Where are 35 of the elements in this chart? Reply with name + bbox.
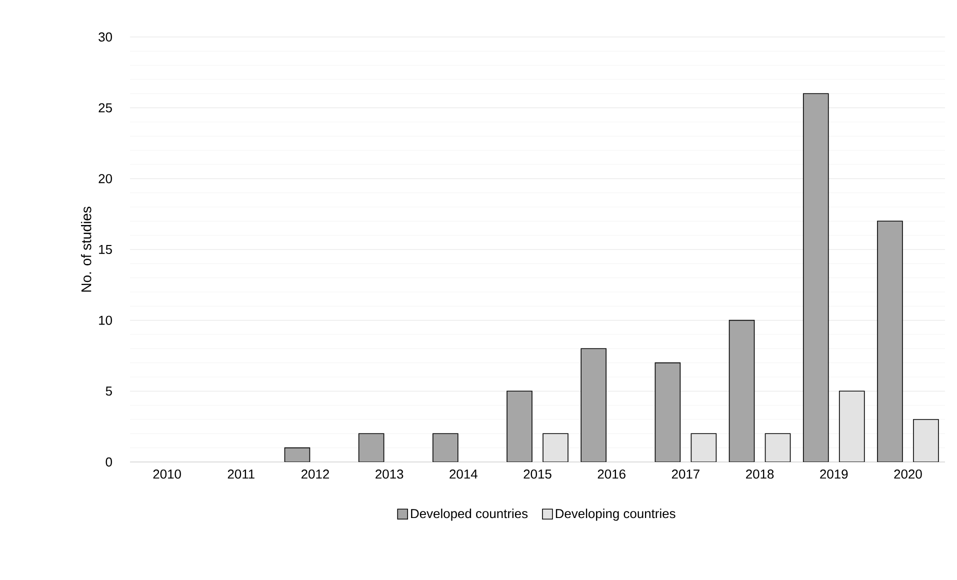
y-tick-label: 25 [98, 103, 112, 112]
bar [838, 390, 865, 462]
bar [284, 447, 310, 462]
y-tick-label: 10 [99, 316, 112, 325]
bar [506, 390, 532, 462]
legend-label: Developed countries [411, 508, 528, 521]
x-tick-label: 2020 [894, 470, 922, 479]
bar [542, 433, 568, 462]
bar [358, 433, 384, 462]
x-tick-label: 2011 [228, 470, 254, 479]
x-tick-label: 2012 [301, 470, 329, 479]
bar [764, 433, 791, 462]
y-tick-label: 15 [99, 244, 112, 254]
bar [432, 433, 458, 462]
x-tick-label: 2010 [153, 470, 181, 479]
y-tick-label: 30 [98, 32, 112, 42]
y-axis-title: No. of studies [81, 206, 92, 292]
x-tick-label: 2019 [820, 470, 848, 479]
y-tick-label: 20 [98, 174, 112, 184]
bar [802, 93, 829, 462]
bar [654, 362, 681, 462]
x-tick-label: 2018 [746, 470, 774, 479]
x-tick-label: 2016 [598, 470, 626, 479]
bar [913, 419, 939, 462]
bar [877, 220, 903, 462]
legend-label: Developing countries [556, 508, 676, 521]
x-tick-label: 2014 [450, 470, 478, 479]
bar [580, 348, 606, 462]
y-tick-label: 0 [106, 457, 112, 467]
x-tick-label: 2013 [376, 470, 404, 479]
bar [690, 433, 717, 462]
y-tick-label: 5 [106, 386, 112, 396]
x-tick-label: 2017 [672, 470, 700, 479]
bar [728, 320, 755, 462]
x-tick-label: 2015 [524, 470, 552, 479]
